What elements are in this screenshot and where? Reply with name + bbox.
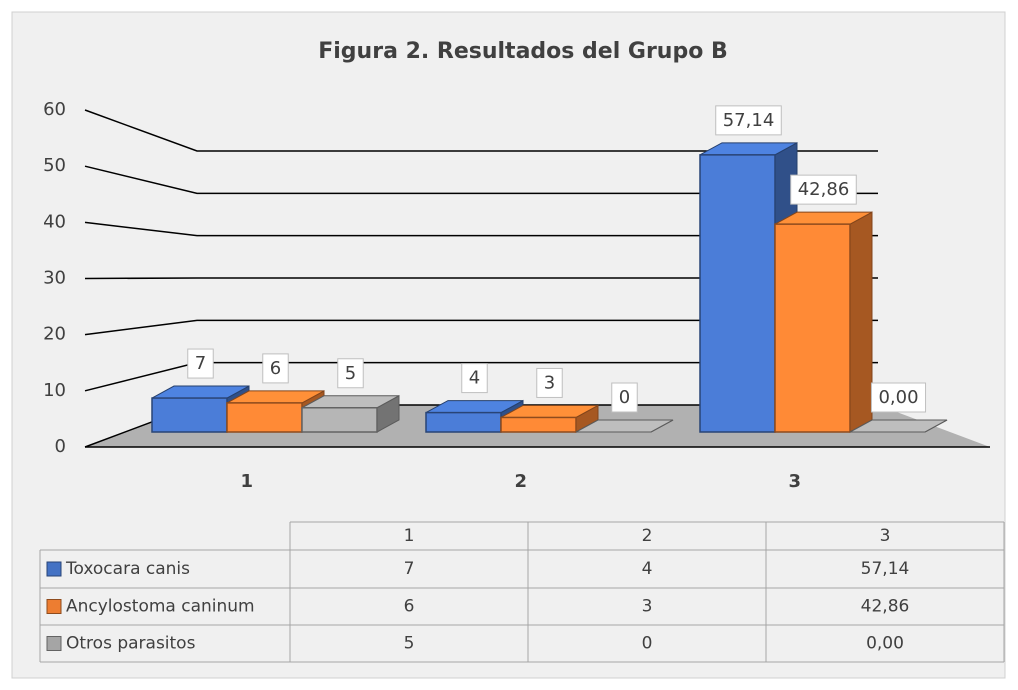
bar-front — [774, 223, 851, 433]
data-label-box — [187, 348, 214, 379]
bar-front — [151, 397, 228, 433]
bar-front — [301, 407, 378, 433]
data-label-box — [715, 105, 782, 136]
table-cell: 6 — [404, 597, 415, 617]
bar-front — [699, 154, 776, 433]
bar — [849, 419, 948, 433]
data-label-box — [337, 358, 364, 389]
table-cell: 3 — [642, 597, 653, 617]
bar — [575, 419, 674, 433]
y-tick-label: 20 — [43, 324, 66, 345]
table-header: 2 — [642, 526, 653, 546]
grid-line — [84, 277, 878, 280]
table-cell: 0 — [642, 634, 653, 654]
bar-front — [500, 416, 577, 433]
data-label: 5 — [345, 363, 356, 384]
data-label-box — [870, 382, 927, 413]
legend-key — [46, 636, 62, 651]
y-tick-label: 10 — [43, 380, 66, 401]
bar-front — [425, 411, 502, 433]
table-cell: 7 — [404, 559, 415, 579]
bar — [774, 211, 873, 433]
data-label-box — [262, 353, 289, 384]
data-label-box — [790, 174, 857, 205]
legend-label: Ancylostoma caninum — [66, 597, 255, 617]
x-tick-label: 2 — [514, 471, 527, 492]
data-label-box — [461, 363, 488, 394]
bar — [301, 394, 400, 433]
x-tick-label: 1 — [240, 471, 253, 492]
legend-label: Toxocara canis — [65, 559, 190, 579]
data-label: 0 — [619, 387, 630, 408]
table-cell: 0,00 — [866, 634, 904, 654]
bar-top — [849, 419, 948, 433]
table-cell: 42,86 — [861, 597, 910, 617]
bar-side — [849, 211, 873, 433]
data-label: 6 — [270, 358, 281, 379]
grid-line — [84, 319, 878, 336]
legend-key — [46, 599, 62, 614]
data-label: 7 — [195, 353, 206, 374]
grid-line — [84, 109, 878, 152]
y-tick-label: 60 — [43, 99, 66, 120]
table-cell: 57,14 — [861, 559, 910, 579]
grid-line — [84, 165, 878, 195]
chart-title: Figura 2. Resultados del Grupo B — [318, 39, 728, 64]
x-tick-label: 3 — [788, 471, 801, 492]
bar-top — [575, 419, 674, 433]
bar — [500, 404, 599, 433]
table-header: 1 — [404, 526, 415, 546]
table-cell: 4 — [642, 559, 653, 579]
data-label-box — [536, 367, 563, 398]
table-header: 3 — [880, 526, 891, 546]
grid-line — [84, 221, 878, 237]
y-tick-label: 0 — [55, 436, 66, 457]
data-label-box — [611, 382, 638, 413]
y-tick-label: 40 — [43, 211, 66, 232]
y-tick-label: 50 — [43, 155, 66, 176]
bar-front — [226, 402, 303, 433]
data-label: 57,14 — [723, 110, 775, 131]
data-label: 0,00 — [878, 387, 918, 408]
y-tick-label: 30 — [43, 268, 66, 289]
data-label: 3 — [544, 372, 555, 393]
data-label: 4 — [469, 368, 480, 389]
data-label: 42,86 — [798, 179, 850, 200]
legend-label: Otros parasitos — [66, 634, 196, 654]
table-cell: 5 — [404, 634, 415, 654]
legend-key — [46, 561, 62, 577]
